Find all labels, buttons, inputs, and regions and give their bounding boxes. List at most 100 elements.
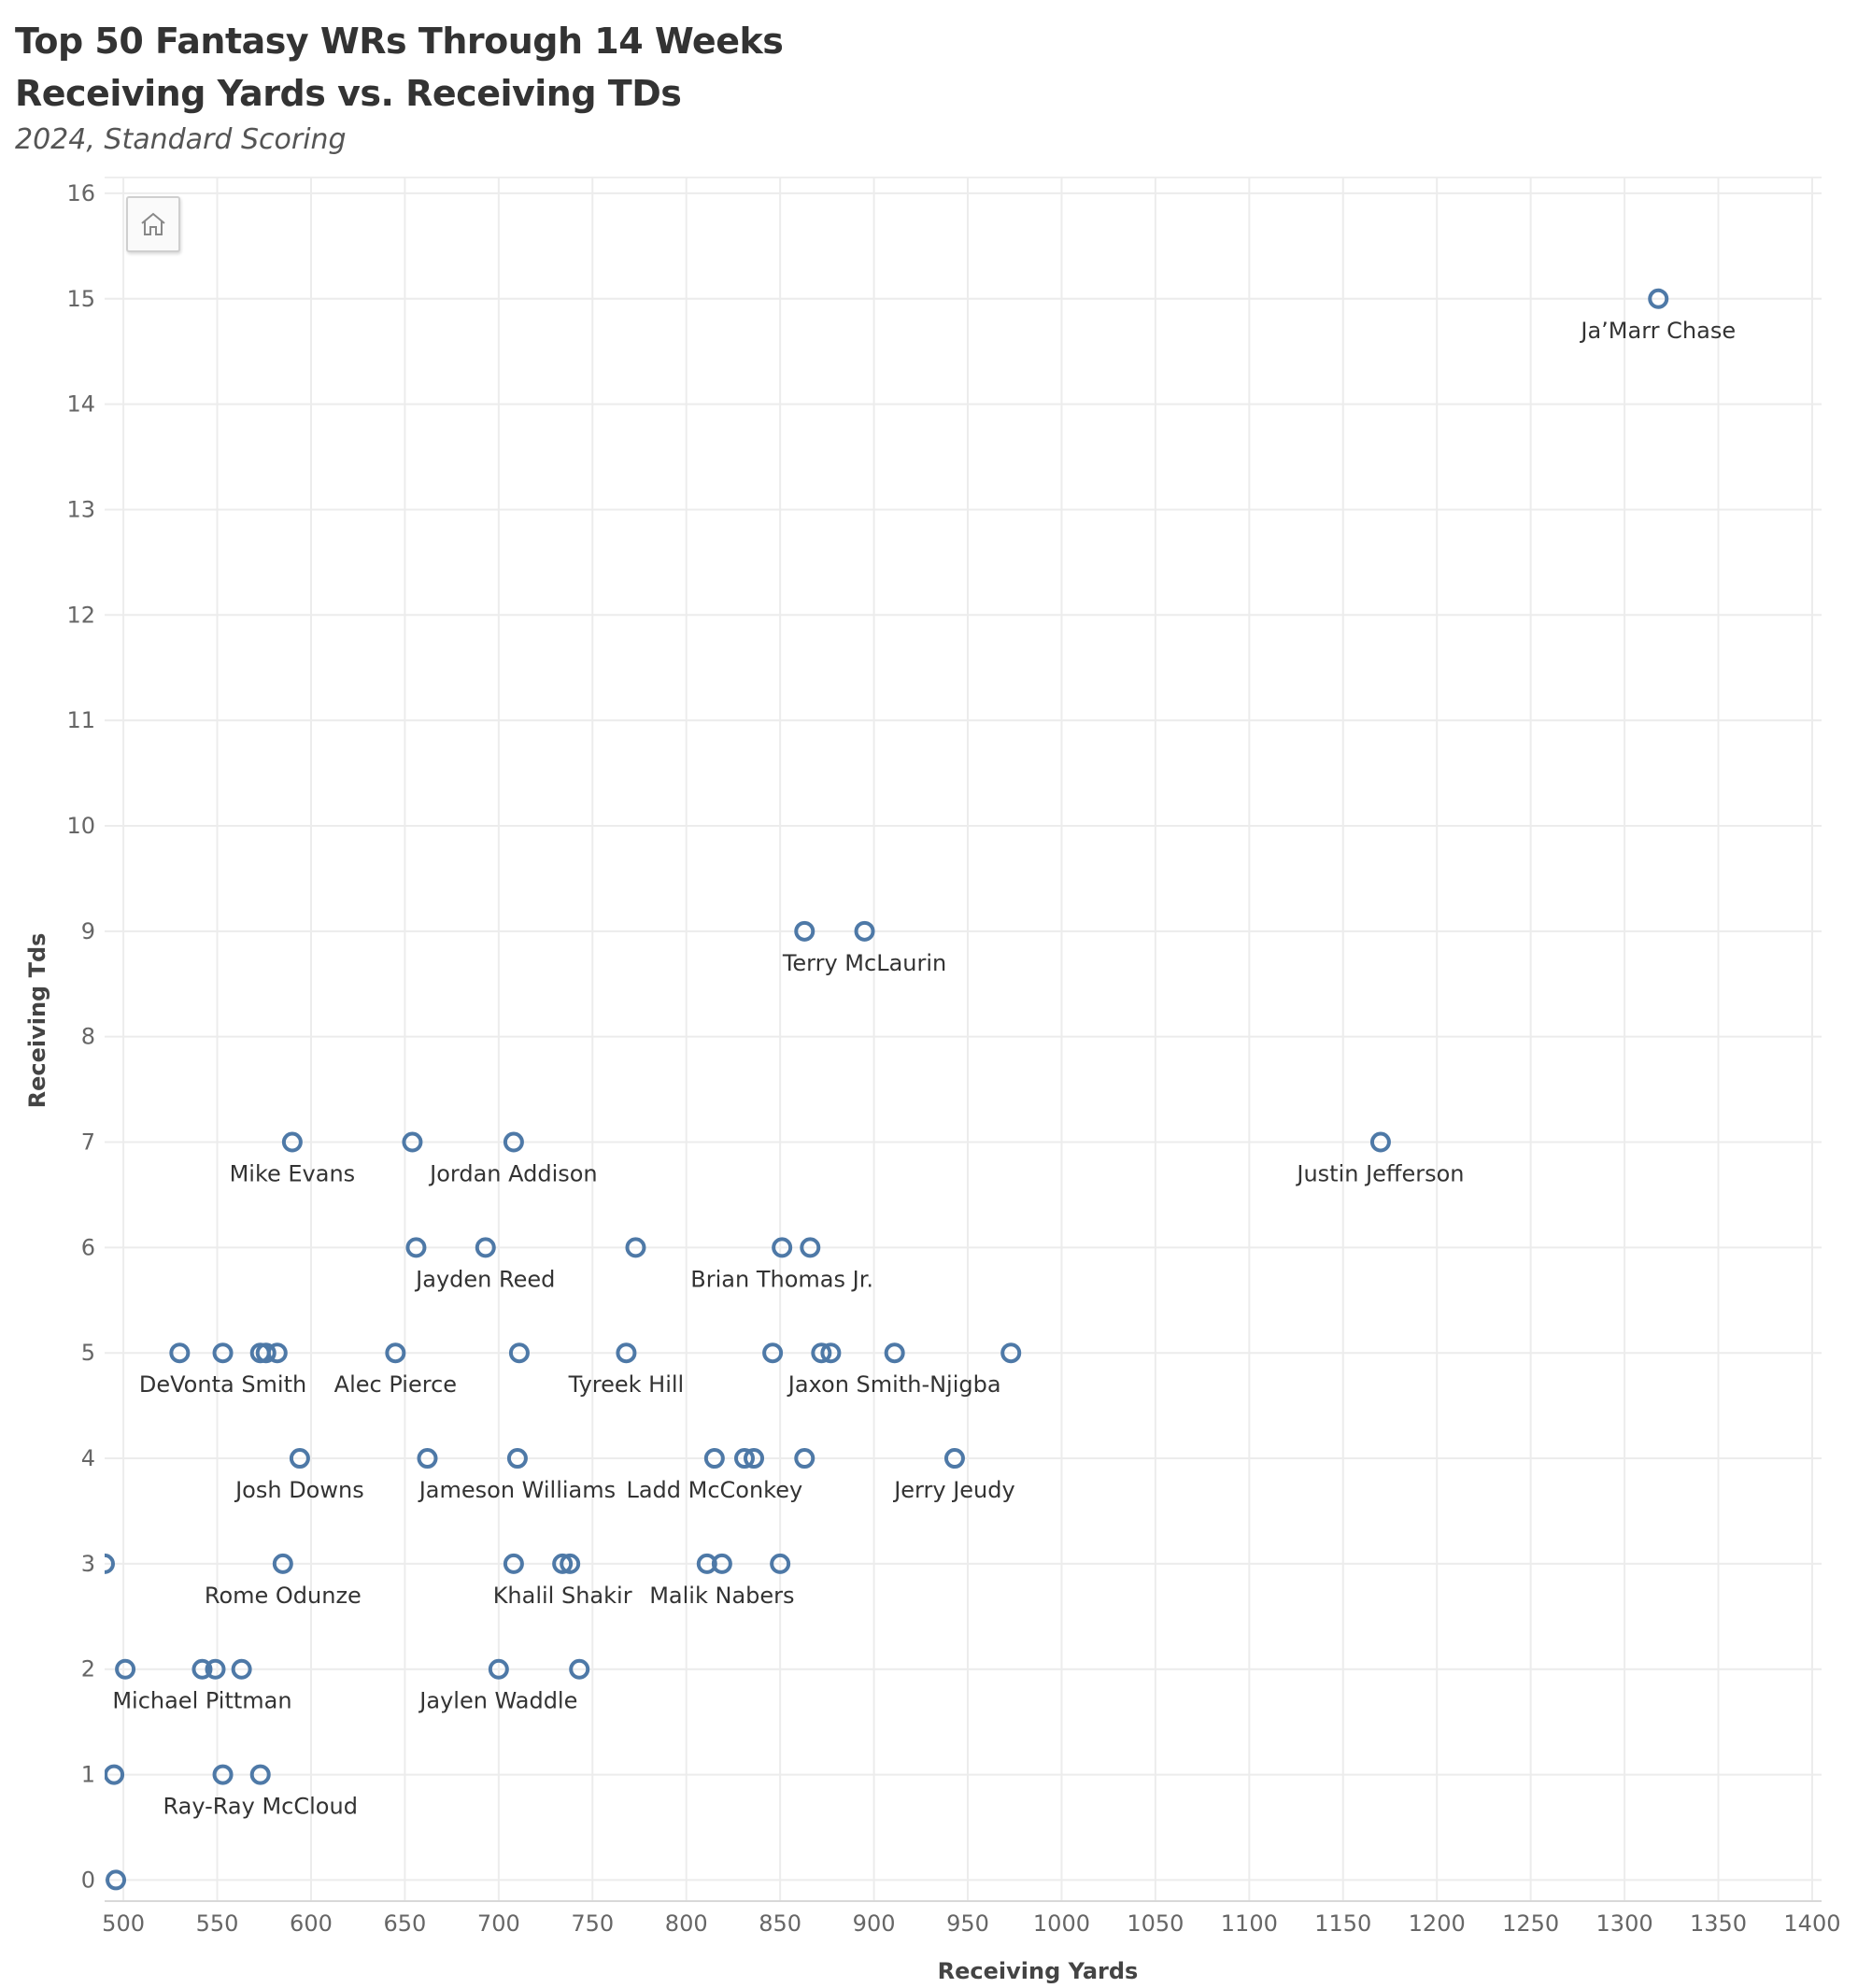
data-point[interactable] [508, 1342, 530, 1364]
y-tick-label: 7 [81, 1129, 95, 1156]
point-label: Malik Nabers [649, 1583, 794, 1609]
point-label: Jordan Addison [428, 1161, 598, 1187]
point-label: Ja’Marr Chase [1579, 318, 1736, 344]
home-icon [141, 212, 165, 235]
point-label: Jerry Jeudy [892, 1477, 1014, 1503]
point-label: Khalil Shakir [493, 1583, 632, 1609]
data-point[interactable] [249, 1764, 271, 1785]
data-point[interactable] [794, 920, 815, 942]
x-tick-label: 1000 [1033, 1910, 1090, 1937]
chart-title-line2: Receiving Yards vs. Receiving TDs [15, 73, 682, 114]
data-point[interactable] [96, 1553, 115, 1574]
data-point[interactable] [744, 1448, 765, 1470]
data-point[interactable] [820, 1342, 842, 1364]
x-tick-label: 850 [759, 1910, 801, 1937]
data-point[interactable] [854, 920, 875, 942]
data-point[interactable] [385, 1342, 406, 1364]
point-label: Alec Pierce [334, 1371, 457, 1398]
data-point[interactable] [772, 1237, 793, 1258]
x-tick-label: 800 [665, 1910, 708, 1937]
data-point[interactable] [733, 1448, 755, 1470]
data-point[interactable] [255, 1342, 277, 1364]
data-point[interactable] [106, 1869, 127, 1891]
x-tick-label: 1050 [1127, 1910, 1184, 1937]
home-button[interactable] [126, 196, 180, 252]
y-tick-label: 5 [81, 1340, 95, 1366]
data-point[interactable] [943, 1448, 965, 1470]
data-point[interactable] [212, 1342, 234, 1364]
data-point[interactable] [488, 1658, 509, 1680]
point-label: Ladd McConkey [626, 1477, 802, 1503]
x-tick-label: 900 [853, 1910, 896, 1937]
data-point[interactable] [402, 1131, 423, 1153]
y-tick-label: 0 [81, 1867, 95, 1893]
data-point[interactable] [281, 1131, 303, 1153]
data-point[interactable] [794, 1448, 815, 1470]
x-tick-label: 1300 [1596, 1910, 1653, 1937]
x-tick-label: 1400 [1783, 1910, 1840, 1937]
point-label: DeVonta Smith [139, 1371, 306, 1398]
data-point[interactable] [212, 1764, 234, 1785]
data-point[interactable] [169, 1342, 191, 1364]
y-tick-label: 3 [81, 1551, 95, 1577]
point-label: Jaxon Smith-Njigba [787, 1371, 1001, 1398]
y-tick-label: 15 [66, 286, 95, 312]
data-point[interactable] [105, 1764, 125, 1785]
data-point[interactable] [1648, 288, 1669, 309]
x-axis-title: Receiving Yards [938, 1958, 1139, 1984]
data-point[interactable] [1000, 1342, 1022, 1364]
data-point[interactable] [289, 1448, 310, 1470]
x-tick-label: 500 [102, 1910, 145, 1937]
point-label: Mike Evans [230, 1161, 356, 1187]
x-tick-label: 1150 [1314, 1910, 1371, 1937]
data-point[interactable] [616, 1342, 637, 1364]
y-axis-title: Receiving Tds [24, 933, 50, 1109]
y-tick-label: 10 [66, 813, 95, 839]
data-point[interactable] [762, 1342, 784, 1364]
data-point[interactable] [569, 1658, 590, 1680]
x-tick-label: 600 [290, 1910, 333, 1937]
data-point[interactable] [405, 1237, 427, 1258]
data-point[interactable] [1369, 1131, 1391, 1153]
point-label: Jaylen Waddle [418, 1688, 577, 1714]
data-point[interactable] [800, 1237, 821, 1258]
y-tick-label: 4 [81, 1445, 95, 1471]
point-label: Ray-Ray McCloud [163, 1794, 357, 1820]
data-point[interactable] [205, 1658, 226, 1680]
y-tick-label: 9 [81, 918, 95, 944]
point-label: Josh Downs [234, 1477, 364, 1503]
data-point[interactable] [884, 1342, 905, 1364]
data-point[interactable] [272, 1553, 293, 1574]
chart-subtitle: 2024, Standard Scoring [15, 123, 347, 156]
point-label: Tyreek Hill [568, 1371, 685, 1398]
y-tick-label: 6 [81, 1234, 95, 1260]
data-point[interactable] [417, 1448, 438, 1470]
data-point[interactable] [191, 1658, 213, 1680]
x-tick-label: 750 [571, 1910, 614, 1937]
x-tick-label: 1350 [1690, 1910, 1747, 1937]
x-tick-label: 700 [477, 1910, 520, 1937]
y-tick-label: 8 [81, 1024, 95, 1050]
data-point[interactable] [231, 1658, 252, 1680]
point-label: Michael Pittman [112, 1688, 291, 1714]
data-point[interactable] [475, 1237, 496, 1258]
data-point[interactable] [770, 1553, 791, 1574]
point-label: Terry McLaurin [782, 950, 946, 976]
data-point[interactable] [560, 1553, 581, 1574]
data-point[interactable] [503, 1553, 524, 1574]
y-tick-label: 2 [81, 1656, 95, 1683]
y-tick-label: 13 [66, 496, 95, 522]
data-point[interactable] [115, 1658, 136, 1680]
y-tick-label: 11 [66, 707, 95, 733]
data-point[interactable] [811, 1342, 832, 1364]
data-point[interactable] [625, 1237, 646, 1258]
data-point[interactable] [506, 1448, 528, 1470]
data-point[interactable] [503, 1131, 524, 1153]
data-point[interactable] [703, 1448, 725, 1470]
data-point[interactable] [711, 1553, 732, 1574]
x-tick-label: 550 [196, 1910, 239, 1937]
point-label: Jayden Reed [414, 1266, 555, 1292]
data-point[interactable] [266, 1342, 288, 1364]
data-point[interactable] [552, 1553, 574, 1574]
